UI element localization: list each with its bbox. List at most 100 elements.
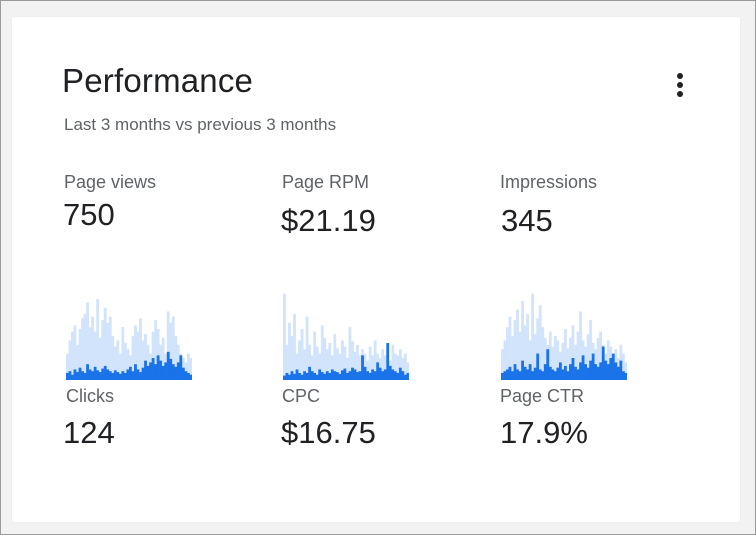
previous-bar xyxy=(333,334,337,380)
previous-bar xyxy=(118,353,122,380)
previous-bar xyxy=(401,358,405,380)
current-bar xyxy=(144,360,147,380)
current-bar xyxy=(589,360,593,380)
current-bar xyxy=(596,366,600,380)
current-bar xyxy=(83,372,87,380)
current-bar xyxy=(506,369,509,380)
metric-value-page-ctr: 17.9% xyxy=(500,415,588,450)
previous-bar xyxy=(151,331,155,380)
previous-bar xyxy=(323,337,327,380)
previous-bar xyxy=(174,336,178,380)
previous-bar xyxy=(338,353,342,380)
sparkline-baseline xyxy=(283,378,409,380)
current-bar xyxy=(548,366,552,380)
current-bar xyxy=(68,371,72,380)
previous-bar xyxy=(503,340,507,380)
previous-bar xyxy=(551,346,555,380)
previous-bar xyxy=(353,351,357,380)
previous-bar xyxy=(134,325,137,380)
previous-bar xyxy=(511,336,514,380)
previous-bar xyxy=(538,305,542,380)
previous-bar xyxy=(543,337,547,380)
previous-bar xyxy=(121,327,125,380)
previous-bar xyxy=(383,355,387,380)
metric-value-clicks: 124 xyxy=(63,415,115,450)
current-bar xyxy=(78,367,82,380)
current-bar xyxy=(176,362,180,380)
previous-bar xyxy=(576,331,580,380)
current-bar xyxy=(373,371,377,380)
previous-bar xyxy=(584,346,587,380)
current-bar xyxy=(91,371,95,380)
current-bar xyxy=(313,372,317,380)
current-bar xyxy=(556,367,560,380)
previous-bar xyxy=(325,349,329,380)
current-bar xyxy=(156,355,160,380)
current-bar xyxy=(290,371,294,380)
metric-label-clicks: Clicks xyxy=(66,386,114,406)
current-bar xyxy=(343,368,347,380)
current-bar xyxy=(604,360,608,380)
current-bar xyxy=(184,371,188,380)
previous-bar xyxy=(298,340,301,380)
current-bar xyxy=(366,371,369,380)
previous-bar xyxy=(156,328,160,380)
current-bar xyxy=(141,367,145,380)
current-bar xyxy=(591,353,595,380)
metric-label-page-views: Page views xyxy=(64,172,157,192)
current-bar xyxy=(601,346,605,380)
previous-bar xyxy=(98,337,102,380)
sparkline-impressions xyxy=(501,293,627,380)
current-bar xyxy=(403,374,407,380)
previous-bar xyxy=(368,346,372,380)
current-bar xyxy=(599,362,603,380)
current-bar xyxy=(398,367,402,380)
previous-bar xyxy=(293,314,296,380)
more-vert-icon[interactable] xyxy=(668,68,692,102)
current-bar xyxy=(189,374,192,380)
current-bar xyxy=(308,366,312,380)
current-bar xyxy=(531,371,535,380)
current-bar xyxy=(586,367,590,380)
current-bar xyxy=(121,371,125,380)
previous-bar xyxy=(340,340,344,380)
previous-bar xyxy=(169,322,173,380)
previous-bar xyxy=(556,340,560,380)
previous-bar xyxy=(351,341,354,380)
current-bar xyxy=(558,362,562,380)
current-bar xyxy=(594,364,598,380)
previous-bar xyxy=(313,331,317,380)
current-bar xyxy=(363,366,367,380)
current-bar xyxy=(318,369,322,380)
metric-value-page-rpm: $21.19 xyxy=(281,203,376,238)
current-bar xyxy=(561,369,565,380)
previous-bar xyxy=(320,325,324,380)
previous-bar xyxy=(171,316,175,380)
previous-bar xyxy=(396,355,400,380)
current-bar xyxy=(546,349,550,380)
current-bar xyxy=(351,367,354,380)
current-bar xyxy=(300,374,304,380)
current-bar xyxy=(73,369,77,380)
previous-bar xyxy=(123,343,127,380)
previous-bar xyxy=(508,316,512,380)
sparkline-page-views xyxy=(66,299,192,380)
current-bar xyxy=(569,364,572,380)
sparkline-page-rpm xyxy=(283,293,409,380)
previous-bar xyxy=(106,322,110,380)
previous-bar xyxy=(285,344,289,380)
current-bar xyxy=(325,371,329,380)
previous-bar xyxy=(528,340,532,380)
current-bar xyxy=(521,360,524,380)
current-bar xyxy=(298,372,301,380)
current-bar xyxy=(293,373,296,380)
current-bar xyxy=(503,371,507,380)
previous-bar xyxy=(398,349,402,380)
current-bar xyxy=(131,371,135,380)
previous-bar xyxy=(356,344,359,380)
current-bar xyxy=(305,372,309,380)
current-bar xyxy=(516,369,519,380)
current-bar xyxy=(386,343,390,380)
previous-bar xyxy=(186,353,190,380)
current-bar xyxy=(288,374,291,380)
